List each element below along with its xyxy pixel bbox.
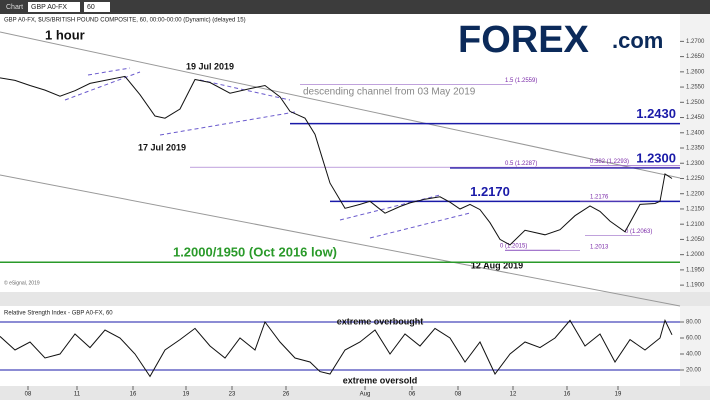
y-tick-label: 1.2500 <box>686 100 705 106</box>
y-tick-label: 60.00 <box>686 336 702 342</box>
x-tick-label: 12 <box>510 392 517 398</box>
y-tick-label: 1.1900 <box>686 283 705 289</box>
x-tick-label: 16 <box>564 392 571 398</box>
y-tick-label: 1.2200 <box>686 191 705 197</box>
level-label: extreme oversold <box>343 375 418 385</box>
x-tick-label: Aug <box>360 392 371 398</box>
toolbar <box>0 0 710 14</box>
rsi-title: Relative Strength Index - GBP A0-FX, 60 <box>4 311 113 317</box>
x-tick-label: 19 <box>615 392 622 398</box>
interval[interactable]: 60 <box>87 4 95 11</box>
level-label: 1.2300 <box>636 150 676 165</box>
level-label: 1.2000/1950 (Oct 2016 low) <box>173 245 337 260</box>
fib-label: 0.5 (1.2287) <box>505 161 537 167</box>
x-tick-label: 06 <box>409 392 416 398</box>
channel-lower <box>0 174 681 307</box>
x-tick-label: 16 <box>130 392 137 398</box>
level-label: 1.2430 <box>636 106 676 121</box>
level-label: extreme overbought <box>337 316 424 326</box>
x-tick-label: 26 <box>283 392 290 398</box>
y-axis-area <box>680 14 710 386</box>
y-tick-label: 80.00 <box>686 320 702 326</box>
fib-label: 0 (1.2015) <box>500 244 527 250</box>
y-tick-label: 1.1950 <box>686 267 705 273</box>
x-tick-label: 19 <box>183 392 190 398</box>
fib-label: 1.2176 <box>590 195 609 201</box>
series-line <box>0 319 673 378</box>
annotation: 17 Jul 2019 <box>138 142 186 152</box>
y-tick-label: 1.2550 <box>686 85 705 91</box>
interval-box[interactable] <box>84 2 110 12</box>
logo-suffix: .com <box>612 28 663 53</box>
x-tick-label: 08 <box>25 392 32 398</box>
channel-upper <box>0 31 681 179</box>
timeframe: 1 hour <box>45 27 85 42</box>
separator <box>0 292 710 306</box>
symbol[interactable]: GBP A0-FX <box>31 4 67 11</box>
y-tick-label: 1.2600 <box>686 69 705 75</box>
y-tick-label: 1.2100 <box>686 222 705 228</box>
y-tick-label: 40.00 <box>686 352 702 358</box>
copyright: © eSignal, 2019 <box>4 279 40 286</box>
y-tick-label: 1.2300 <box>686 161 705 167</box>
level-label: 1.2170 <box>470 184 510 199</box>
header: GBP A0-FX, $US/BRITISH POUND COMPOSITE, … <box>4 18 246 24</box>
y-tick-label: 1.2400 <box>686 130 705 136</box>
y-tick-label: 1.2050 <box>686 237 705 243</box>
fib-label: 0.382 (1.2293) <box>590 159 629 165</box>
series-line <box>0 75 673 246</box>
y-tick-label: 1.2150 <box>686 207 705 213</box>
y-tick-label: 1.2250 <box>686 176 705 182</box>
symbol-box[interactable] <box>28 2 80 12</box>
fib-label: 0 (1.2063) <box>625 229 652 235</box>
y-tick-label: 1.2650 <box>686 54 705 60</box>
fib-label: 1.5 (1.2559) <box>505 78 537 84</box>
tab[interactable]: Chart <box>6 4 23 11</box>
annotation: descending channel from 03 May 2019 <box>303 87 476 98</box>
x-tick-label: 08 <box>455 392 462 398</box>
y-tick-label: 1.2450 <box>686 115 705 121</box>
y-tick-label: 1.2700 <box>686 39 705 45</box>
y-tick-label: 1.2000 <box>686 252 705 258</box>
x-tick-label: 11 <box>74 392 81 398</box>
x-axis-area <box>0 386 710 400</box>
annotation: 12 Aug 2019 <box>471 260 523 270</box>
logo: FOREX <box>458 19 590 61</box>
y-tick-label: 20.00 <box>686 368 702 374</box>
x-tick-label: 23 <box>229 392 236 398</box>
annotation: 19 Jul 2019 <box>186 61 234 71</box>
fib-label: 1.2013 <box>590 244 609 250</box>
y-tick-label: 1.2350 <box>686 146 705 152</box>
